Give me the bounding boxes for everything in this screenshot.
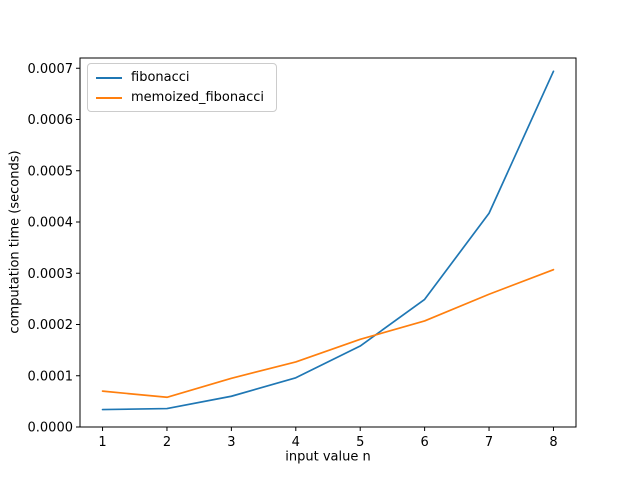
x-tick-label: 7 xyxy=(485,435,493,450)
y-axis-label: computation time (seconds) xyxy=(7,150,23,334)
x-tick-label: 1 xyxy=(98,435,106,450)
x-tick-label: 6 xyxy=(420,435,428,450)
data-line-fibonacci xyxy=(101,70,555,411)
y-tick-label: 0.0000 xyxy=(28,421,74,436)
legend-label-memoized-fibonacci: memoized_fibonacci xyxy=(131,90,264,105)
y-tick-label: 0.0005 xyxy=(28,164,74,179)
legend-label-fibonacci: fibonacci xyxy=(131,70,190,85)
x-tick-label: 2 xyxy=(163,435,171,450)
legend-item-memoized-fibonacci: memoized_fibonacci xyxy=(96,90,264,105)
y-tick-label: 0.0004 xyxy=(28,216,74,231)
y-tick-label: 0.0001 xyxy=(28,369,74,384)
x-tick-label: 8 xyxy=(549,435,557,450)
y-tick-label: 0.0006 xyxy=(28,113,74,128)
y-tick-label: 0.0002 xyxy=(28,318,74,333)
legend-line-swatch-fibonacci xyxy=(96,76,122,79)
x-tick-label: 3 xyxy=(227,435,235,450)
axes-frame xyxy=(79,57,577,428)
x-tick-label: 5 xyxy=(356,435,364,450)
data-line-memoized_fibonacci xyxy=(101,268,555,399)
y-tick-label: 0.0007 xyxy=(28,62,74,77)
legend: fibonacci memoized_fibonacci xyxy=(87,63,277,112)
legend-item-fibonacci: fibonacci xyxy=(96,70,264,85)
x-axis-label: input value n xyxy=(285,449,371,465)
legend-line-swatch-memoized-fibonacci xyxy=(96,96,122,99)
y-tick-label: 0.0003 xyxy=(28,267,74,282)
x-tick-label: 4 xyxy=(292,435,300,450)
